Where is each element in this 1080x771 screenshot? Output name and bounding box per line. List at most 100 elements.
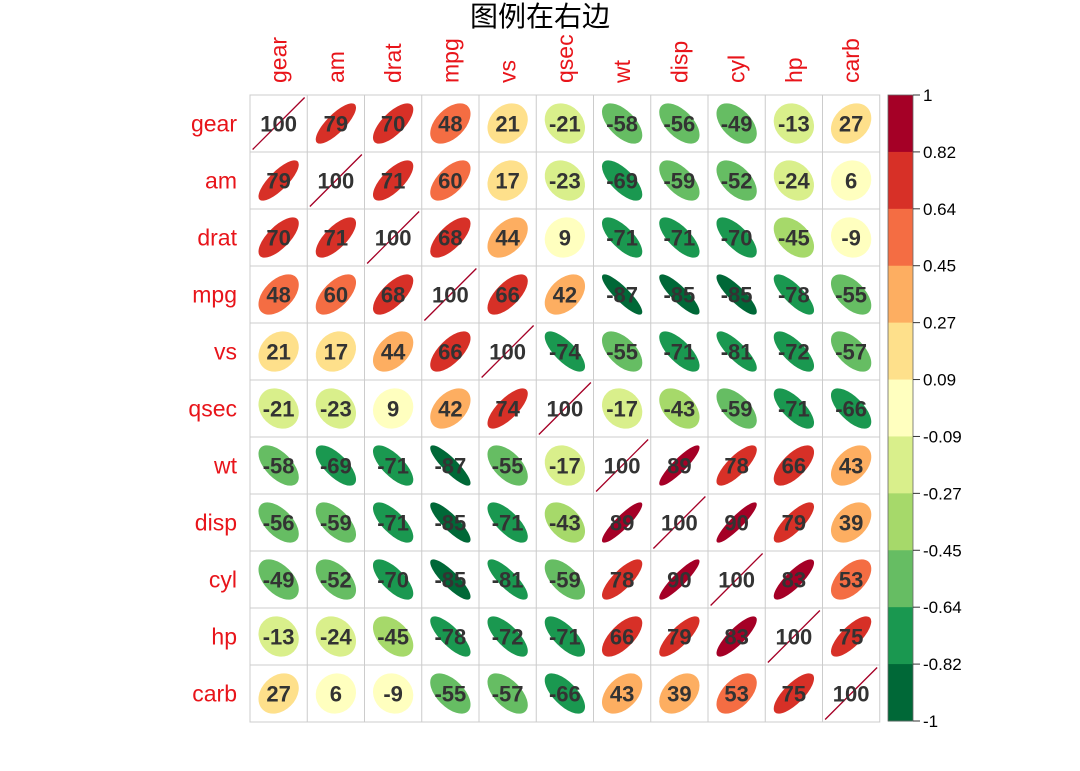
correlation-ellipse [544, 103, 586, 144]
legend-tick-label: -0.27 [923, 484, 962, 503]
cell-value: 75 [782, 682, 806, 707]
cell-disp-disp: 100 [652, 496, 706, 549]
correlation-ellipse [544, 502, 586, 543]
correlation-ellipse [258, 217, 299, 258]
cell-value: -45 [778, 226, 810, 251]
row-labels: gear am drat mpg vs qsec wt disp cyl hp carb [188, 111, 237, 707]
correlation-ellipse [601, 502, 643, 543]
cell-carb-disp: 39 [659, 673, 700, 714]
diagonal-line [652, 496, 706, 549]
correlation-ellipse [430, 616, 471, 657]
column-label: wt [609, 59, 635, 84]
correlation-ellipse [716, 502, 757, 543]
cell-disp-am: -59 [315, 502, 357, 543]
correlation-ellipse [773, 559, 815, 600]
correlation-ellipse [372, 103, 414, 144]
correlation-ellipse [372, 616, 414, 657]
correlation-ellipse [258, 616, 299, 657]
correlation-ellipse [830, 616, 872, 657]
cell-carb-qsec: -66 [544, 673, 586, 714]
diagonal-line [423, 268, 477, 321]
correlation-ellipse [258, 673, 299, 714]
cell-value: 90 [667, 568, 691, 593]
cell-gear-vs: 21 [487, 103, 528, 144]
cell-value: 21 [495, 112, 519, 137]
cell-am-cyl: -52 [716, 160, 757, 201]
cell-value: -58 [263, 454, 295, 479]
cell-value: 83 [724, 625, 748, 650]
cell-vs-am: 17 [315, 331, 357, 372]
cell-drat-vs: 44 [487, 217, 528, 258]
correlation-ellipse [773, 160, 815, 201]
cell-am-hp: -24 [773, 160, 815, 201]
cell-cyl-drat: -70 [372, 559, 414, 600]
correlation-ellipse [372, 445, 414, 486]
correlation-ellipse [430, 502, 471, 543]
cell-qsec-wt: -17 [601, 388, 643, 429]
cell-value: -71 [778, 397, 810, 422]
diagonal-line [767, 610, 821, 663]
diagonal-line [595, 439, 649, 492]
cell-qsec-vs: 74 [487, 388, 528, 429]
cell-vs-qsec: -74 [544, 331, 586, 372]
correlation-ellipse [258, 559, 299, 600]
color-legend: 1 0.82 0.64 0.45 0.27 0.09 -0.09 -0.27 -0.45 -0.6… [887, 86, 962, 731]
correlation-ellipse [601, 160, 643, 201]
cell-drat-wt: -71 [601, 217, 643, 258]
correlation-ellipse [372, 331, 414, 372]
correlation-ellipse [659, 160, 700, 201]
cell-value: -66 [835, 397, 867, 422]
cell-value: 100 [718, 568, 755, 593]
cell-value: 100 [489, 340, 526, 365]
cell-value: -59 [549, 568, 581, 593]
correlation-ellipse [601, 103, 643, 144]
cell-value: -71 [663, 340, 695, 365]
cell-value: -49 [721, 112, 753, 137]
correlation-ellipse [487, 217, 528, 258]
cell-mpg-qsec: 42 [544, 274, 586, 315]
cell-value: 6 [845, 169, 857, 194]
cell-value: -23 [549, 169, 581, 194]
cell-value: 74 [495, 397, 520, 422]
cell-carb-cyl: 53 [716, 673, 757, 714]
correlation-ellipse [716, 274, 757, 315]
legend-tick-label: 0.27 [923, 314, 956, 333]
cell-value: -21 [549, 112, 581, 137]
correlation-ellipse [773, 217, 815, 258]
correlation-ellipse [258, 502, 299, 543]
cell-value: -59 [663, 169, 695, 194]
correlation-ellipse [258, 331, 299, 372]
cell-value: 89 [610, 511, 634, 536]
cell-value: -23 [320, 397, 352, 422]
correlation-ellipse [315, 559, 357, 600]
cell-qsec-gear: -21 [258, 388, 299, 429]
cell-value: -69 [606, 169, 638, 194]
cell-wt-disp: 89 [659, 445, 700, 486]
cell-carb-drat: -9 [372, 673, 414, 714]
row-label: drat [197, 225, 237, 251]
cell-value: -21 [263, 397, 295, 422]
cell-value: 79 [782, 511, 806, 536]
cell-wt-mpg: -87 [430, 445, 471, 486]
cell-am-wt: -69 [601, 160, 643, 201]
cell-hp-vs: -72 [487, 616, 528, 657]
correlation-ellipse [830, 502, 872, 543]
correlation-ellipse [315, 103, 357, 144]
cell-value: 90 [724, 511, 748, 536]
cell-vs-cyl: -81 [716, 331, 757, 372]
cell-value: -17 [549, 454, 581, 479]
correlation-ellipse [830, 388, 872, 429]
legend-swatch [888, 493, 913, 551]
cell-hp-mpg: -78 [430, 616, 471, 657]
cell-drat-gear: 70 [258, 217, 299, 258]
column-label: vs [495, 60, 521, 83]
cell-value: -85 [434, 511, 466, 536]
correlation-ellipse [487, 103, 528, 144]
row-label: qsec [188, 396, 237, 422]
cell-drat-qsec: 9 [544, 217, 586, 258]
legend-swatch [888, 664, 913, 722]
correlation-ellipse [601, 388, 643, 429]
cell-hp-cyl: 83 [716, 616, 757, 657]
cell-cyl-am: -52 [315, 559, 357, 600]
legend-tick-label: 0.64 [923, 200, 956, 219]
